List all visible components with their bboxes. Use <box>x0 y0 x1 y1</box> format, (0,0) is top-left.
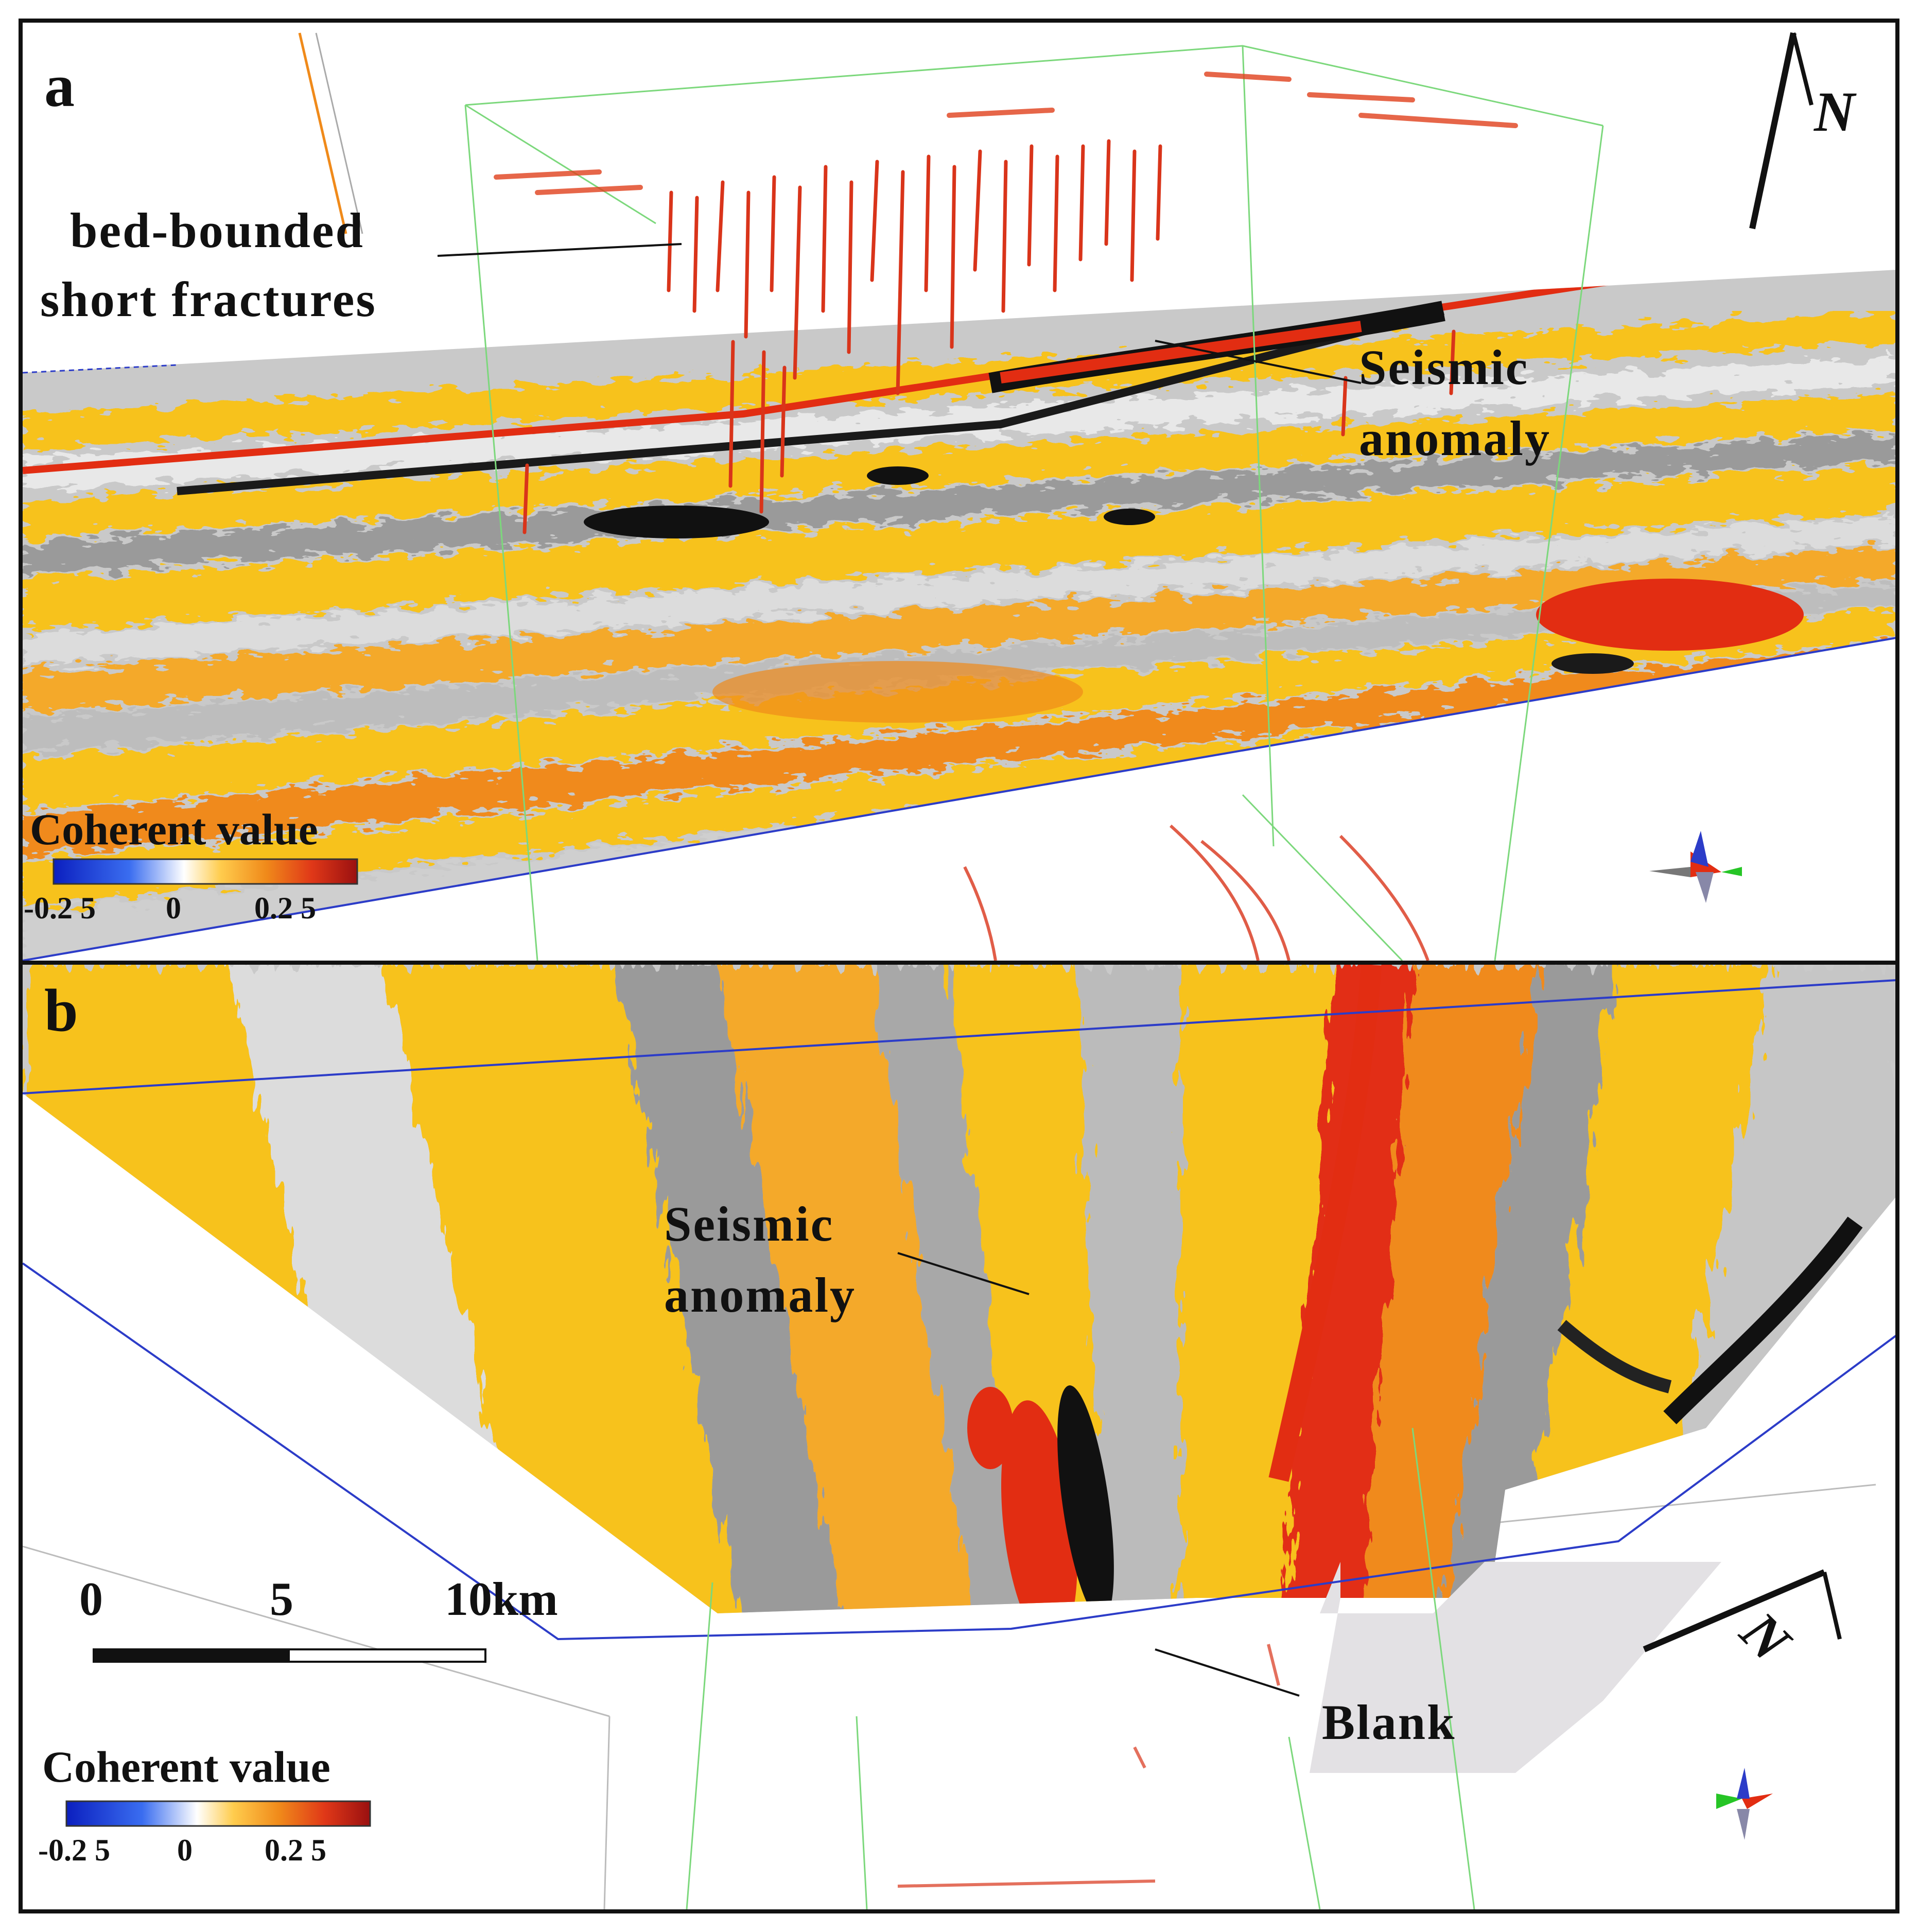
scale-bar-black-segment <box>95 1650 290 1661</box>
panel-letter: b <box>44 977 78 1044</box>
panel-letter: a <box>44 52 75 119</box>
legend-title: Coherent value <box>30 805 318 854</box>
legend-tick-mid: 0 <box>177 1833 193 1867</box>
gray-guide-line <box>315 32 363 234</box>
annotation-anomaly-line1: Seismic <box>1359 340 1529 395</box>
panel-a-seismic-render <box>23 32 1895 961</box>
fracture-sticks <box>522 139 1456 534</box>
attribute-surface <box>23 965 1895 1613</box>
annotation-anomaly-line1: Seismic <box>664 1196 834 1251</box>
annotation-anomaly-line2: anomaly <box>1359 411 1551 466</box>
fractures-leader-line <box>437 243 682 257</box>
fracture-traces-top <box>494 72 1518 195</box>
panel-b: b Seismic anomaly Blank N 0 5 10km Coher… <box>19 961 1899 1913</box>
legend-tick-min: -0.2 5 <box>38 1833 110 1867</box>
annotation-anomaly-line2: anomaly <box>664 1267 857 1322</box>
north-arrow-icon <box>1749 32 1814 230</box>
scale-bar-white-segment <box>289 1650 484 1661</box>
orientation-gizmo-icon <box>1649 831 1742 903</box>
blank-leader-line <box>1155 1648 1300 1697</box>
annotation-fractures-line2: short fractures <box>40 272 377 327</box>
scale-label-5: 5 <box>270 1573 293 1625</box>
panel-a: a bed-bounded short fractures Seismic an… <box>19 19 1899 965</box>
legend-tick-max: 0.2 5 <box>254 891 316 925</box>
scale-label-10km: 10km <box>445 1573 558 1625</box>
panel-b-seismic-render <box>23 965 1895 1909</box>
annotation-blank: Blank <box>1322 1695 1456 1750</box>
colorbar <box>65 1800 371 1827</box>
scale-label-0: 0 <box>79 1573 103 1625</box>
north-label: N <box>1814 80 1855 143</box>
colorbar <box>53 858 358 885</box>
anomaly-leader-line <box>897 1252 1030 1295</box>
orientation-gizmo-icon <box>1716 1768 1773 1840</box>
survey-bounding-box <box>464 45 1604 961</box>
north-arrow-icon <box>1643 1569 1842 1652</box>
survey-boundary <box>23 979 1895 1641</box>
fracture-arcs-below <box>963 824 1429 961</box>
legend-tick-min: -0.2 5 <box>24 891 96 925</box>
fracture-traces-below <box>897 1644 1280 1888</box>
frame-lines <box>23 1484 1876 1909</box>
survey-bounding-box <box>686 1428 1475 1909</box>
blank-region <box>1310 1562 1721 1773</box>
anomaly-leader-line <box>1155 340 1362 384</box>
orange-guide-line <box>298 32 347 234</box>
legend-title: Coherent value <box>42 1742 330 1791</box>
scale-bar <box>93 1648 486 1663</box>
legend-tick-max: 0.2 5 <box>265 1833 326 1867</box>
annotation-fractures-line1: bed-bounded <box>70 203 364 258</box>
legend-tick-mid: 0 <box>166 891 181 925</box>
